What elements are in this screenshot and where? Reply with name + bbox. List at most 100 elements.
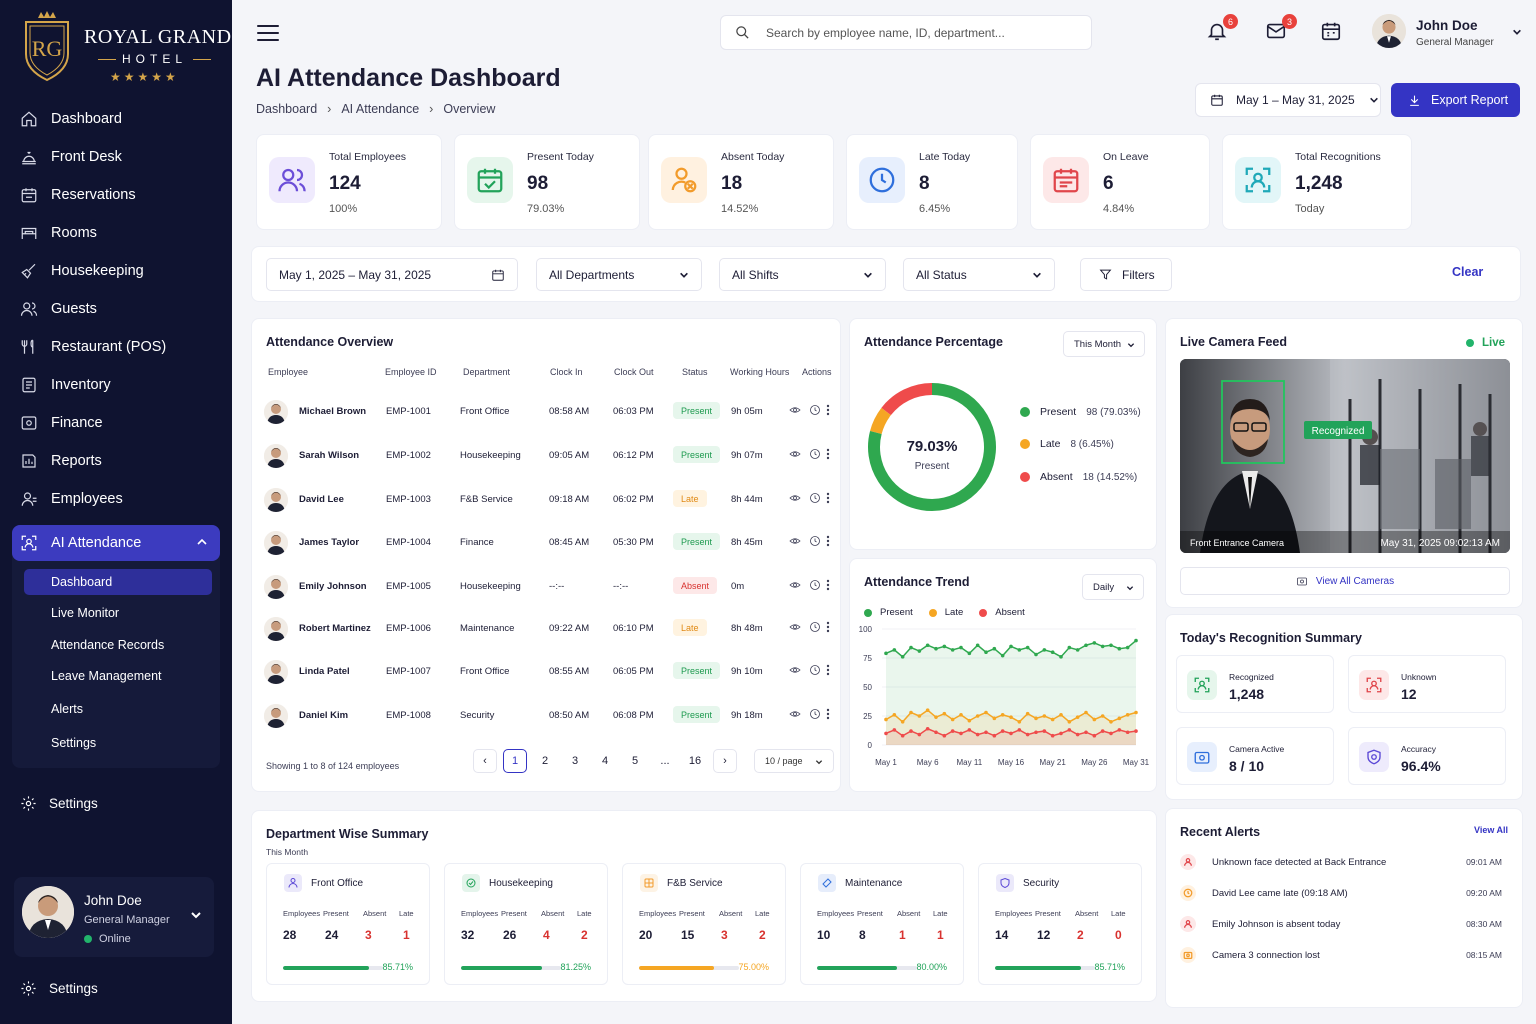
sidebar-item-employees[interactable]: Employees: [0, 480, 232, 518]
calendar-button[interactable]: [1320, 20, 1344, 44]
data-point-present[interactable]: [1117, 646, 1122, 651]
data-point-present[interactable]: [1059, 655, 1063, 659]
sidebar-item-front-desk[interactable]: Front Desk: [0, 138, 232, 176]
breadcrumb-item[interactable]: AI Attendance: [341, 102, 420, 116]
data-point-present[interactable]: [1075, 648, 1080, 652]
data-point-present[interactable]: [1125, 645, 1130, 650]
page-button[interactable]: 1: [503, 749, 527, 773]
data-point-absent[interactable]: [1075, 732, 1080, 737]
table-row[interactable]: Daniel Kim EMP-1008 Security 08:50 AM 06:08 …: [252, 704, 842, 748]
page-button[interactable]: 3: [571, 755, 579, 767]
submenu-settings[interactable]: Settings: [51, 736, 97, 750]
data-point-absent[interactable]: [917, 732, 922, 737]
history-icon[interactable]: [809, 579, 821, 591]
data-point-present[interactable]: [925, 643, 930, 648]
data-point-absent[interactable]: [959, 731, 963, 736]
breadcrumb-item[interactable]: Dashboard: [256, 102, 318, 116]
sidebar-item-dashboard[interactable]: Dashboard: [0, 100, 232, 138]
prev-page-button[interactable]: ‹: [473, 749, 497, 773]
data-point-late[interactable]: [1100, 714, 1105, 718]
department-tile[interactable]: F&B Service Employees 20 Present 15 Absent 3 La…: [622, 863, 786, 985]
next-page-button[interactable]: ›: [713, 749, 737, 773]
date-range-picker[interactable]: May 1 – May 31, 2025: [1195, 83, 1381, 117]
sidebar-item-finance[interactable]: Finance: [0, 404, 232, 442]
data-point-late[interactable]: [1059, 713, 1063, 717]
data-point-late[interactable]: [917, 714, 922, 718]
alert-item[interactable]: Emily Johnson is absent today 08:30 AM: [1180, 914, 1510, 934]
data-point-late[interactable]: [950, 717, 955, 722]
data-point-late[interactable]: [1009, 715, 1013, 719]
data-point-present[interactable]: [992, 646, 997, 651]
more-options-icon[interactable]: [825, 579, 831, 591]
data-point-present[interactable]: [1034, 652, 1038, 657]
donut-slice-late[interactable]: [870, 407, 892, 435]
data-point-present[interactable]: [975, 643, 980, 648]
data-point-absent[interactable]: [1009, 731, 1013, 736]
data-point-absent[interactable]: [942, 733, 947, 738]
data-point-absent[interactable]: [950, 729, 955, 733]
history-icon[interactable]: [809, 621, 821, 633]
data-point-absent[interactable]: [967, 728, 972, 732]
data-point-present[interactable]: [1009, 644, 1013, 649]
view-icon[interactable]: [789, 708, 801, 720]
data-point-present[interactable]: [950, 648, 955, 652]
table-row[interactable]: Robert Martinez EMP-1006 Maintenance 09:22 …: [252, 617, 842, 661]
data-point-present[interactable]: [1025, 645, 1030, 650]
more-options-icon[interactable]: [825, 535, 831, 547]
data-point-absent[interactable]: [1092, 733, 1097, 738]
filters-button[interactable]: Filters: [1080, 258, 1172, 291]
data-point-present[interactable]: [942, 644, 947, 649]
filter-shift[interactable]: All Shifts: [719, 258, 886, 291]
data-point-absent[interactable]: [1050, 733, 1055, 738]
history-icon[interactable]: [809, 404, 821, 416]
data-point-absent[interactable]: [925, 726, 930, 731]
filter-department[interactable]: All Departments: [536, 258, 702, 291]
data-point-absent[interactable]: [909, 729, 913, 733]
page-button[interactable]: 4: [601, 755, 609, 767]
period-select[interactable]: This Month: [1063, 331, 1145, 357]
data-point-present[interactable]: [934, 646, 938, 651]
data-point-late[interactable]: [884, 717, 888, 722]
data-point-absent[interactable]: [1134, 729, 1138, 733]
history-icon[interactable]: [809, 708, 821, 720]
data-point-present[interactable]: [917, 649, 922, 653]
data-point-absent[interactable]: [1084, 730, 1088, 735]
more-options-icon[interactable]: [825, 492, 831, 504]
data-point-absent[interactable]: [1042, 729, 1047, 733]
data-point-late[interactable]: [1084, 710, 1088, 715]
data-point-absent[interactable]: [1100, 729, 1105, 733]
data-point-late[interactable]: [992, 716, 997, 721]
view-icon[interactable]: [789, 535, 801, 547]
page-button[interactable]: 5: [631, 755, 639, 767]
data-point-absent[interactable]: [1125, 730, 1130, 735]
submenu-attendance-records[interactable]: Attendance Records: [51, 638, 165, 652]
sidebar-item-rooms[interactable]: Rooms: [0, 214, 232, 252]
per-page-select[interactable]: 10 / page: [754, 749, 834, 773]
data-point-late[interactable]: [1092, 717, 1097, 722]
data-point-late[interactable]: [1125, 713, 1130, 717]
department-tile[interactable]: Front Office Employees 28 Present 24 Absent 3 L…: [266, 863, 430, 985]
data-point-present[interactable]: [1092, 641, 1097, 645]
sidebar-item-housekeeping[interactable]: Housekeeping: [0, 252, 232, 290]
data-point-absent[interactable]: [1017, 728, 1022, 732]
data-point-present[interactable]: [1067, 645, 1072, 650]
history-icon[interactable]: [809, 448, 821, 460]
data-point-absent[interactable]: [1109, 731, 1113, 736]
donut-slice-present[interactable]: [868, 383, 996, 511]
data-point-absent[interactable]: [900, 733, 905, 738]
data-point-late[interactable]: [900, 720, 905, 724]
chevron-down-icon[interactable]: [190, 909, 202, 921]
data-point-present[interactable]: [1134, 638, 1138, 643]
view-all-alerts-link[interactable]: View All: [1473, 825, 1508, 835]
notifications-button[interactable]: 6: [1206, 14, 1238, 44]
department-tile[interactable]: Housekeeping Employees 32 Present 26 Absent 4 L…: [444, 863, 608, 985]
filter-date-range[interactable]: May 1, 2025 – May 31, 2025: [266, 258, 518, 291]
data-point-late[interactable]: [942, 711, 947, 716]
sidebar-bottom-settings[interactable]: Settings: [20, 980, 98, 997]
sidebar-item-reports[interactable]: Reports: [0, 442, 232, 480]
messages-button[interactable]: 3: [1265, 14, 1297, 44]
submenu-leave-management[interactable]: Leave Management: [51, 669, 162, 683]
data-point-present[interactable]: [1000, 653, 1005, 658]
data-point-absent[interactable]: [975, 732, 980, 737]
donut-slice-absent[interactable]: [881, 383, 933, 416]
